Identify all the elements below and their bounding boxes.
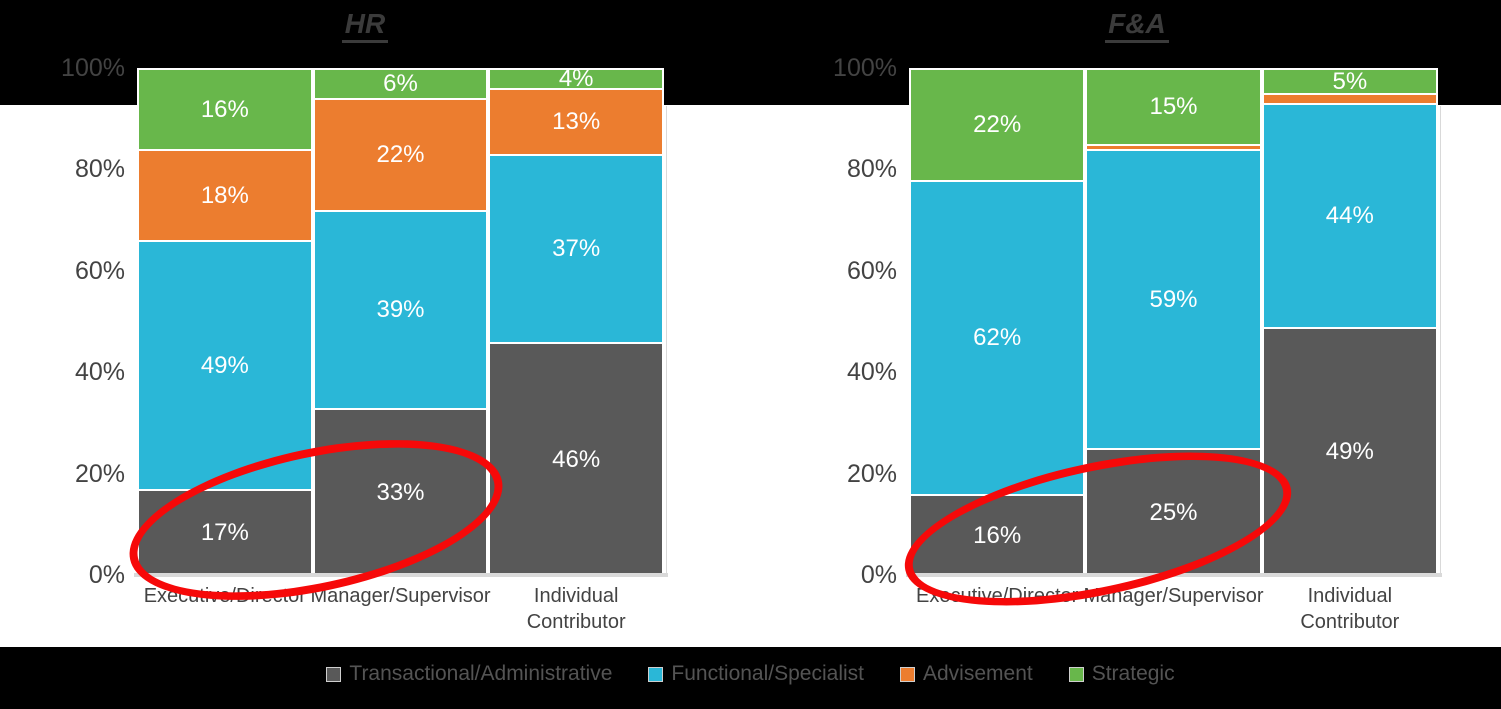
- bar-segment: 59%: [1085, 149, 1262, 448]
- chart-title-hr-text: HR: [341, 8, 389, 43]
- y-axis-tick-label: 80%: [74, 155, 125, 184]
- y-axis-tick-label: 0%: [88, 561, 125, 589]
- legend-swatch-icon: [900, 666, 915, 682]
- bar-segment: [1085, 144, 1262, 149]
- x-axis-category-label: Individual Contributor: [526, 585, 626, 633]
- data-label: 62%: [973, 324, 1022, 351]
- data-label: 39%: [376, 296, 425, 323]
- bar-segment: 13%: [488, 88, 665, 154]
- data-label: 18%: [200, 181, 249, 209]
- x-axis-category-label: Executive/Director: [916, 585, 1079, 607]
- bar-segment: 39%: [312, 210, 489, 408]
- data-label: 59%: [1149, 285, 1198, 313]
- chart-title-fa-text: F&A: [1105, 8, 1169, 43]
- bar-segment: 33%: [312, 408, 489, 575]
- stacked-bar: 15% 59% 25%: [1085, 68, 1262, 575]
- x-axis-category-label: Manager/Supervisor: [1083, 585, 1264, 607]
- legend-label: Strategic: [1091, 662, 1175, 685]
- legend-label: Functional/Specialist: [671, 662, 864, 685]
- bar-segment: 17%: [137, 489, 313, 575]
- plot-area-border: [1440, 106, 1441, 577]
- y-axis-tick-label: 60%: [846, 256, 897, 285]
- legend-label: Advisement: [923, 662, 1033, 685]
- chart-title-fa: F&A: [987, 8, 1287, 43]
- bar-segment: [1261, 93, 1438, 103]
- x-axis-line: [906, 573, 1442, 577]
- y-axis-tick-label: 40%: [74, 358, 125, 387]
- data-label: 44%: [1325, 202, 1374, 229]
- bar-segment: 22%: [909, 68, 1086, 180]
- bar-segment: 37%: [488, 154, 665, 342]
- data-label: 33%: [376, 478, 425, 506]
- data-label: 16%: [973, 521, 1022, 549]
- data-label: 22%: [376, 141, 425, 168]
- bar-segment: 6%: [312, 68, 489, 98]
- y-axis-tick-label: 40%: [846, 358, 897, 387]
- data-label: 37%: [552, 235, 601, 262]
- chart-title-hr: HR: [215, 8, 515, 43]
- plot-area-border: [666, 106, 667, 577]
- y-axis-tick-label: 60%: [74, 256, 125, 285]
- data-label: 16%: [200, 95, 249, 123]
- data-label: 49%: [1325, 438, 1374, 465]
- plot-area: 16% 18% 49% 17% 6% 22% 39% 33% 4% 13% 37% 46%: [137, 65, 665, 575]
- bar-segment: 49%: [137, 240, 313, 489]
- legend-item: Strategic: [1068, 662, 1175, 686]
- data-label: 6%: [383, 70, 418, 97]
- x-axis-category-label: Manager/Supervisor: [310, 585, 491, 607]
- data-label: 15%: [1149, 93, 1198, 120]
- bar-segment: 4%: [488, 65, 665, 92]
- plot-area: 22% 62% 16% 15% 59% 25% 5% 44% 49%: [909, 68, 1438, 575]
- stacked-bar: 5% 44% 49%: [1261, 67, 1438, 575]
- y-axis-tick-label: 0%: [860, 561, 897, 589]
- data-label: 49%: [200, 351, 249, 379]
- x-axis-line: [134, 573, 668, 577]
- y-axis-tick-label: 100%: [61, 54, 125, 82]
- legend-item: Functional/Specialist: [648, 662, 864, 686]
- bar-segment: 44%: [1261, 103, 1438, 327]
- legend-swatch-icon: [326, 666, 342, 682]
- bar-segment: 22%: [312, 98, 489, 210]
- data-label: 4%: [558, 65, 594, 92]
- stacked-bar: 22% 62% 16%: [909, 68, 1086, 575]
- legend-item: Advisement: [900, 662, 1033, 686]
- y-axis-tick-label: 20%: [846, 459, 897, 488]
- chart-legend: Transactional/Administrative Functional/S…: [0, 662, 1501, 686]
- data-label: 46%: [552, 445, 601, 473]
- bar-segment: 16%: [137, 68, 313, 149]
- data-label: 13%: [552, 108, 601, 135]
- bar-segment: 5%: [1261, 67, 1438, 95]
- bar-segment: 16%: [909, 494, 1086, 575]
- stacked-bar: 6% 22% 39% 33%: [312, 68, 489, 575]
- data-label: 22%: [973, 111, 1022, 138]
- legend-swatch-icon: [1068, 666, 1084, 682]
- bar-segment: 49%: [1261, 327, 1438, 575]
- legend-label: Transactional/Administrative: [349, 662, 613, 685]
- y-axis-tick-label: 20%: [74, 459, 125, 488]
- legend-swatch-icon: [648, 666, 664, 682]
- legend-item: Transactional/Administrative: [326, 662, 612, 686]
- bar-segment: 62%: [909, 180, 1086, 494]
- bar-segment: 25%: [1085, 448, 1262, 575]
- data-label: 25%: [1149, 498, 1198, 526]
- bar-segment: 15%: [1085, 68, 1262, 144]
- y-axis-tick-label: 100%: [833, 54, 897, 82]
- x-axis-category-label: Individual Contributor: [1300, 585, 1400, 633]
- stacked-bar: 4% 13% 37% 46%: [488, 65, 665, 575]
- stacked-bar: 16% 18% 49% 17%: [137, 68, 313, 575]
- bar-segment: 46%: [488, 342, 665, 575]
- bar-segment: 18%: [137, 149, 313, 240]
- data-label: 5%: [1332, 67, 1368, 95]
- data-label: 17%: [200, 519, 249, 546]
- y-axis-tick-label: 80%: [846, 155, 897, 184]
- x-axis-category-label: Executive/Director: [143, 585, 306, 607]
